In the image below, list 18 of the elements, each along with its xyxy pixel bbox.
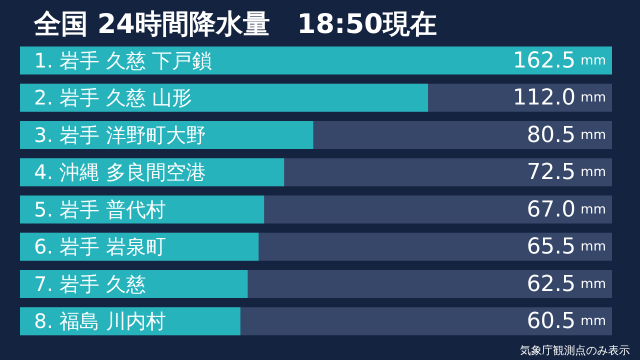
data-label: 80.5 mm <box>526 122 606 148</box>
y-tick-label: 1. 岩手 久慈 下戸鎖 <box>34 48 212 72</box>
y-tick-label: 4. 沖縄 多良間空港 <box>34 160 206 184</box>
y-tick-label: 3. 岩手 洋野町大野 <box>34 122 206 147</box>
data-label: 72.5 mm <box>526 160 606 185</box>
data-label: 62.5 mm <box>526 271 606 296</box>
y-tick-label: 5. 岩手 普代村 <box>34 197 166 222</box>
data-label: 162.5 mm <box>512 48 606 73</box>
y-tick-label: 7. 岩手 久慈 <box>34 272 146 296</box>
y-tick-label: 6. 岩手 岩泉町 <box>34 234 166 259</box>
data-label: 60.5 mm <box>526 308 606 334</box>
data-label: 67.0 mm <box>526 196 606 222</box>
chart-title: 全国 24時間降水量 18:50現在 <box>34 8 437 42</box>
data-label: 65.5 mm <box>526 234 606 260</box>
y-tick-label: 2. 岩手 久慈 山形 <box>34 86 192 110</box>
y-tick-label: 8. 福島 川内村 <box>34 309 166 334</box>
data-label: 112.0 mm <box>512 85 606 110</box>
text: 気象庁観測点のみ表示 <box>520 343 630 358</box>
